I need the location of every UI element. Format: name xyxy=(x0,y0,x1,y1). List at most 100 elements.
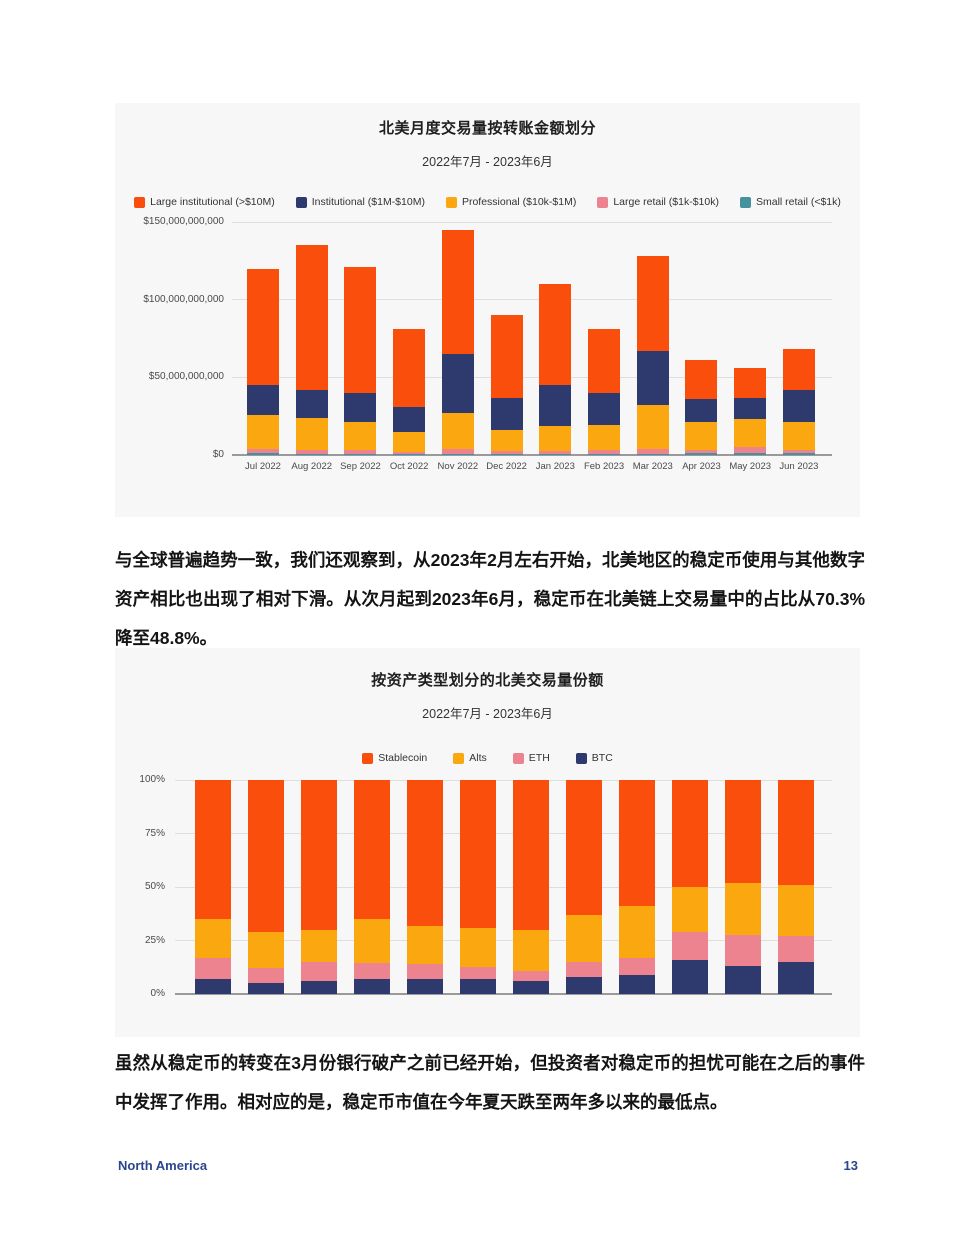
bar-feb-2023 xyxy=(566,780,602,994)
bar-sep-2022 xyxy=(301,780,337,994)
legend-item: Large institutional (>$10M) xyxy=(134,196,275,208)
segment xyxy=(195,780,231,920)
segment xyxy=(636,448,669,455)
segment xyxy=(248,983,284,994)
y-tick-label: 75% xyxy=(144,827,165,839)
segment xyxy=(778,884,814,937)
bar-oct-2022 xyxy=(393,329,426,455)
segment xyxy=(354,962,390,979)
x-tick-label: May 2023 xyxy=(729,461,772,472)
footer-section-label: North America xyxy=(118,1158,208,1173)
segment xyxy=(685,422,718,451)
segment xyxy=(460,979,496,994)
legend-swatch xyxy=(134,196,146,208)
page-number: 13 xyxy=(843,1158,858,1173)
gridline xyxy=(175,779,832,781)
legend-label: Institutional ($1M-$10M) xyxy=(311,196,425,208)
legend-label: Alts xyxy=(469,752,487,764)
plot-area: 100% 75% 50% 25% 0% xyxy=(139,774,832,999)
y-tick-label: 50% xyxy=(144,881,165,892)
legend-label: ETH xyxy=(528,752,550,764)
segment xyxy=(725,966,761,994)
segment xyxy=(636,256,669,351)
legend-label: Stablecoin xyxy=(378,752,428,764)
body-paragraph-stablecoin-share: 与全球普遍趋势一致，我们还观察到，从2023年2月左右开始，北美地区的稳定币使用… xyxy=(115,550,865,648)
legend-item: Professional ($10k-$1M) xyxy=(445,196,576,208)
segment xyxy=(441,354,474,414)
segment xyxy=(490,430,523,452)
bar-aug-2022 xyxy=(248,780,284,994)
segment xyxy=(407,979,443,994)
legend-label: Large retail ($1k-$10k) xyxy=(613,196,719,208)
x-tick-label: Jun 2023 xyxy=(779,461,819,472)
segment xyxy=(195,957,231,979)
segment xyxy=(513,970,549,982)
bar-may-2023 xyxy=(725,780,761,994)
x-tick-label: Nov 2022 xyxy=(437,461,479,472)
segment xyxy=(588,425,621,451)
legend-swatch xyxy=(295,196,307,208)
segment xyxy=(778,936,814,962)
legend-item: Institutional ($1M-$10M) xyxy=(295,196,425,208)
segment xyxy=(539,385,572,426)
y-tick-label: $0 xyxy=(212,449,224,460)
segment xyxy=(407,925,443,964)
segment xyxy=(619,779,655,907)
segment xyxy=(782,422,815,450)
segment xyxy=(685,453,718,455)
legend-swatch xyxy=(575,752,587,764)
segment xyxy=(782,389,815,423)
x-tick-label: Apr 2023 xyxy=(682,461,721,472)
bars xyxy=(247,222,815,455)
gridline xyxy=(232,376,832,378)
y-tick-label: 0% xyxy=(150,988,165,999)
segment xyxy=(344,267,377,393)
page-footer: North America 13 xyxy=(118,1158,858,1173)
segment xyxy=(441,448,474,455)
gridline xyxy=(175,833,832,834)
x-tick-label: Mar 2023 xyxy=(632,461,673,472)
segment xyxy=(588,329,621,393)
segment xyxy=(247,414,279,449)
segment xyxy=(441,229,474,355)
segment xyxy=(490,397,523,431)
bar-nov-2022 xyxy=(407,780,443,994)
segment xyxy=(619,957,655,975)
segment xyxy=(513,780,549,930)
legend-item: Alts xyxy=(453,752,487,764)
segment xyxy=(734,447,767,454)
legend-swatch xyxy=(512,752,524,764)
segment xyxy=(393,431,426,452)
segment xyxy=(778,779,814,885)
segment xyxy=(734,368,767,398)
segment xyxy=(407,964,443,979)
segment xyxy=(725,780,761,883)
segment xyxy=(301,780,337,930)
chart-subtitle: 2022年7月 - 2023年6月 xyxy=(422,155,553,169)
segment xyxy=(344,450,377,455)
segment xyxy=(490,315,523,398)
segment xyxy=(195,979,231,994)
segment xyxy=(393,406,426,432)
legend-swatch xyxy=(453,752,465,764)
segment xyxy=(195,919,231,958)
segment xyxy=(782,349,815,390)
segment xyxy=(539,451,572,455)
gridline xyxy=(232,221,832,223)
gridline xyxy=(175,940,832,941)
chart-legend: Stablecoin Alts ETH BTC xyxy=(115,752,860,764)
segment xyxy=(619,906,655,958)
x-tick-label: Jul 2022 xyxy=(245,461,281,472)
legend-swatch xyxy=(739,196,751,208)
x-tick-label: Aug 2022 xyxy=(291,461,333,472)
segment xyxy=(734,453,767,455)
x-tick-label: Feb 2023 xyxy=(583,461,625,472)
segment xyxy=(725,882,761,936)
segment xyxy=(301,981,337,994)
segment xyxy=(672,959,708,994)
bar-mar-2023 xyxy=(636,256,669,455)
segment xyxy=(393,454,426,455)
x-tick-label: Dec 2022 xyxy=(486,461,527,472)
segment xyxy=(672,932,708,960)
